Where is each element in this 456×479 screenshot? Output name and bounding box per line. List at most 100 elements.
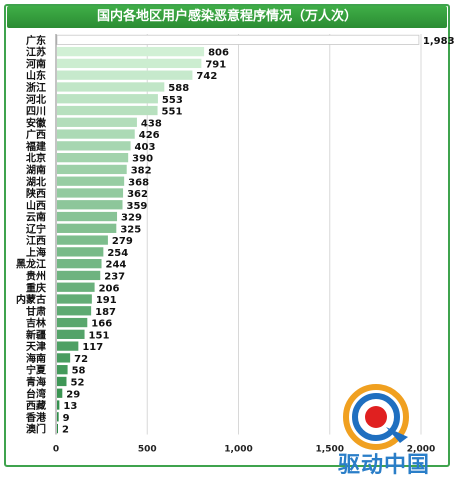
value-label: 254 xyxy=(107,248,128,259)
qudong-logo-icon xyxy=(343,384,409,450)
bar xyxy=(57,105,158,116)
category-label: 广西 xyxy=(26,128,46,141)
x-axis: 0 500 1,000 1,500 2,000 xyxy=(53,34,435,455)
value-label: 2 xyxy=(62,425,69,436)
bar xyxy=(57,223,117,233)
bar xyxy=(57,188,124,198)
bar xyxy=(57,400,60,410)
bar xyxy=(57,141,131,151)
bar xyxy=(57,129,135,139)
category-label: 上海 xyxy=(26,246,46,259)
bar xyxy=(57,294,92,304)
value-label: 390 xyxy=(132,154,153,165)
bar xyxy=(57,46,205,57)
value-label: 438 xyxy=(141,118,162,129)
category-labels: 广东江苏河南山东浙江河北四川安徽广西福建北京湖南湖北陕西山西云南辽宁江西上海黑龙… xyxy=(16,34,47,436)
bar xyxy=(57,164,127,175)
value-label: 325 xyxy=(120,224,141,235)
chart-title: 国内各地区用户感染恶意程序情况（万人次） xyxy=(7,6,447,28)
watermark-logo xyxy=(343,384,409,450)
category-label: 江苏 xyxy=(26,46,46,59)
category-label: 新疆 xyxy=(26,328,46,341)
category-label: 河南 xyxy=(26,57,46,70)
bar xyxy=(57,388,63,398)
bar xyxy=(57,200,123,210)
category-label: 河北 xyxy=(26,93,46,106)
category-label: 重庆 xyxy=(26,281,46,294)
category-label: 陕西 xyxy=(26,187,46,200)
category-label: 台湾 xyxy=(26,387,46,400)
value-label: 117 xyxy=(82,342,103,353)
bar xyxy=(57,247,104,257)
category-label: 西藏 xyxy=(26,399,46,412)
value-label: 244 xyxy=(106,260,127,271)
category-label: 香港 xyxy=(26,411,47,424)
bar xyxy=(57,94,158,104)
value-label: 29 xyxy=(66,389,80,400)
watermark-text: 驱动中国 xyxy=(338,453,431,478)
category-label: 贵州 xyxy=(26,269,46,282)
category-label: 安徽 xyxy=(26,116,47,129)
category-label: 黑龙江 xyxy=(16,258,46,271)
value-label: 206 xyxy=(99,283,120,294)
x-tick-label: 2,000 xyxy=(407,445,435,455)
value-label: 553 xyxy=(162,95,183,106)
bar xyxy=(57,270,101,281)
bar xyxy=(57,211,118,222)
bar xyxy=(57,317,88,328)
bar xyxy=(57,153,129,163)
value-label: 382 xyxy=(131,165,152,176)
bar xyxy=(57,82,165,92)
value-label: 166 xyxy=(91,319,112,330)
bar xyxy=(57,58,202,69)
bar xyxy=(56,34,420,45)
category-label: 海南 xyxy=(26,352,46,365)
bar xyxy=(57,376,67,387)
bar xyxy=(57,259,102,269)
category-label: 山西 xyxy=(26,199,46,212)
value-label: 742 xyxy=(196,71,217,82)
value-label: 806 xyxy=(208,48,229,59)
value-label: 9 xyxy=(63,413,70,424)
value-label: 279 xyxy=(112,236,133,247)
value-label: 426 xyxy=(139,130,160,141)
value-label: 551 xyxy=(162,107,183,118)
bar xyxy=(57,412,59,422)
category-label: 云南 xyxy=(26,211,46,224)
category-label: 澳门 xyxy=(26,423,46,436)
bar xyxy=(57,329,85,339)
bars xyxy=(56,34,420,434)
value-label: 187 xyxy=(95,307,116,318)
value-label: 359 xyxy=(127,201,148,212)
value-label: 362 xyxy=(127,189,148,200)
category-label: 辽宁 xyxy=(26,222,46,235)
category-label: 北京 xyxy=(26,152,46,165)
category-label: 广东 xyxy=(26,34,46,47)
bar xyxy=(57,117,137,127)
category-label: 浙江 xyxy=(26,81,46,94)
value-labels: 1,98380679174258855355143842640339038236… xyxy=(62,36,455,436)
x-tick-label: 0 xyxy=(53,445,59,455)
category-label: 宁夏 xyxy=(26,364,47,377)
value-label: 58 xyxy=(72,366,86,377)
x-tick-label: 1,500 xyxy=(316,445,344,455)
category-label: 湖北 xyxy=(26,175,46,188)
bar xyxy=(57,341,79,351)
category-label: 吉林 xyxy=(26,317,47,330)
bar xyxy=(57,235,108,245)
value-label: 52 xyxy=(70,378,84,389)
bar xyxy=(57,282,95,292)
value-label: 403 xyxy=(135,142,156,153)
category-label: 青海 xyxy=(26,376,46,389)
category-label: 江西 xyxy=(26,234,46,247)
category-label: 甘肃 xyxy=(26,305,46,318)
category-label: 天津 xyxy=(26,340,46,353)
value-label: 237 xyxy=(104,271,125,282)
bar xyxy=(57,176,125,186)
grid-lines xyxy=(55,34,422,435)
value-label: 13 xyxy=(63,401,77,412)
bar xyxy=(57,423,58,434)
category-label: 湖南 xyxy=(26,163,46,176)
value-label: 151 xyxy=(89,330,110,341)
